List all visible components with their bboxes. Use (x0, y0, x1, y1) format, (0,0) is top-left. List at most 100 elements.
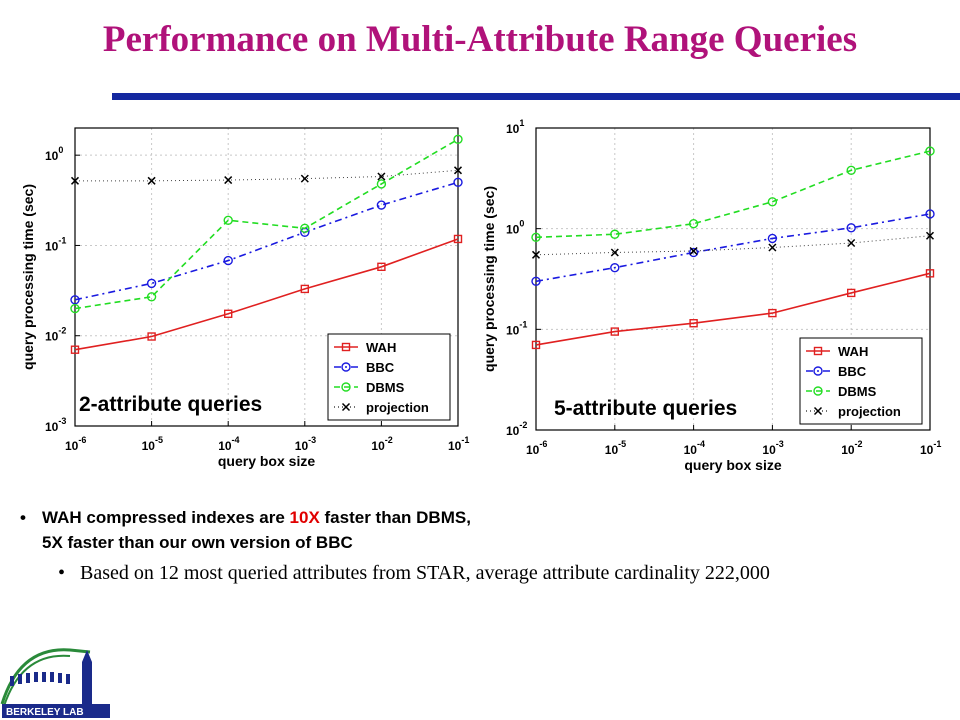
data-point-dbms (376, 179, 387, 189)
x-tick-label: 10-3 (295, 435, 316, 453)
title-divider (112, 93, 960, 100)
x-tick-label: 10-5 (605, 439, 626, 457)
series-line-wah (74, 238, 459, 351)
series-wah (531, 269, 935, 350)
x-tick-label: 10-2 (371, 435, 392, 453)
legend-marker-projection (813, 406, 823, 416)
data-point-bbc (688, 247, 699, 258)
x-marker-stroke (610, 248, 619, 257)
x-tick-label: 10-2 (841, 439, 862, 457)
data-point-wah (531, 340, 541, 350)
x-marker-stroke (147, 176, 156, 185)
legend-frame (799, 337, 923, 425)
data-point-dbms (70, 303, 80, 314)
y-tick-label: 100 (506, 219, 524, 237)
data-point-projection (377, 172, 386, 181)
x-axis-label: query box size (218, 453, 315, 469)
legend-label-dbms: DBMS (366, 380, 405, 395)
data-point-wah (925, 269, 935, 278)
legend-label-bbc: BBC (366, 360, 395, 375)
chart-annotation: 5-attribute queries (554, 397, 737, 420)
data-point-dbms (688, 219, 699, 229)
data-point-wah (847, 288, 856, 298)
y-axis-label: query processing time (sec) (20, 184, 36, 370)
data-point-bbc (846, 223, 856, 233)
data-point-projection (925, 231, 935, 240)
data-point-projection (847, 238, 856, 248)
x-tick-label: 10-6 (65, 435, 86, 453)
x-marker-stroke (453, 166, 463, 175)
data-point-dbms (846, 165, 856, 176)
series-bbc (70, 177, 463, 305)
series-dbms (531, 146, 935, 243)
data-point-wah (223, 309, 233, 318)
chart-annotation: 2-attribute queries (79, 393, 262, 416)
data-point-bbc (453, 177, 463, 188)
bullet2-text: Based on 12 most queried attributes from… (80, 562, 770, 584)
y-tick-label: 10-2 (45, 326, 66, 344)
x-tick-label: 10-4 (684, 439, 705, 457)
y-tick-label: 10-3 (45, 416, 66, 434)
y-tick-label: 101 (506, 118, 524, 136)
legend-marker-bbc (341, 362, 351, 372)
x-marker-stroke (813, 406, 823, 416)
bullet-item-wah-speed: • WAH compressed indexes are 10X faster … (18, 505, 918, 555)
x-tick-label: 10-6 (526, 439, 547, 457)
bullet1-highlight: 10X (289, 508, 320, 527)
data-point-bbc (925, 209, 935, 219)
legend-marker-wah (813, 346, 823, 356)
bullet1-prefix: WAH compressed indexes are (42, 508, 290, 527)
x-marker-stroke (377, 172, 386, 181)
data-point-projection (70, 176, 80, 185)
bullet1-line2: 5X faster than our own version of BBC (42, 533, 353, 552)
data-point-bbc (531, 276, 541, 287)
series-projection (70, 166, 463, 185)
bullet-dot-icon: • (20, 508, 26, 527)
legend-marker-dbms (813, 386, 823, 396)
chart-5-attribute-queries: 10-6 10-5 10-4 10-3 10-2 10-1 10-2 10-1 100 101 qu… (481, 118, 941, 473)
series-line-wah (535, 272, 931, 346)
legend-marker-projection (341, 402, 351, 412)
x-marker-stroke (768, 243, 777, 252)
logo-text: BERKELEY LAB (6, 707, 84, 718)
data-point-dbms (531, 232, 541, 243)
legend-label-bbc: BBC (838, 364, 867, 379)
legend-marker-bbc (813, 366, 823, 376)
series-bbc (531, 209, 935, 287)
x-marker-stroke (531, 250, 541, 259)
y-tick-label: 10-2 (506, 420, 527, 438)
data-point-wah (768, 308, 777, 318)
data-point-wah (453, 234, 463, 244)
data-point-dbms (453, 134, 463, 144)
series-line-projection (535, 235, 931, 256)
data-point-dbms (146, 292, 157, 302)
legend-label-projection: projection (838, 404, 901, 419)
data-point-projection (768, 243, 777, 252)
data-point-bbc (223, 255, 233, 266)
series-line-bbc (74, 181, 459, 301)
series-dbms (70, 134, 463, 314)
data-point-wah (377, 262, 386, 272)
series-projection (531, 231, 935, 259)
data-point-dbms (610, 229, 620, 239)
x-tick-label: 10-1 (920, 439, 941, 457)
legend: WAH BBC DBMS projection (327, 333, 451, 421)
x-marker-stroke (70, 176, 80, 185)
data-point-wah (147, 332, 156, 341)
x-marker-stroke (341, 402, 351, 412)
data-point-dbms (925, 146, 935, 156)
data-point-dbms (223, 215, 233, 225)
data-point-bbc (146, 278, 157, 289)
data-point-projection (453, 166, 463, 175)
data-point-bbc (767, 233, 778, 244)
legend: WAH BBC DBMS projection (799, 337, 923, 425)
x-marker-stroke (925, 231, 935, 240)
series-line-bbc (535, 213, 931, 283)
y-tick-label: 10-1 (506, 319, 527, 337)
legend-label-wah: WAH (838, 344, 868, 359)
legend-label-wah: WAH (366, 340, 396, 355)
berkeley-lab-logo: BERKELEY LAB (0, 648, 110, 718)
series-wah (70, 234, 463, 354)
data-point-projection (531, 250, 541, 259)
legend-label-dbms: DBMS (838, 384, 877, 399)
